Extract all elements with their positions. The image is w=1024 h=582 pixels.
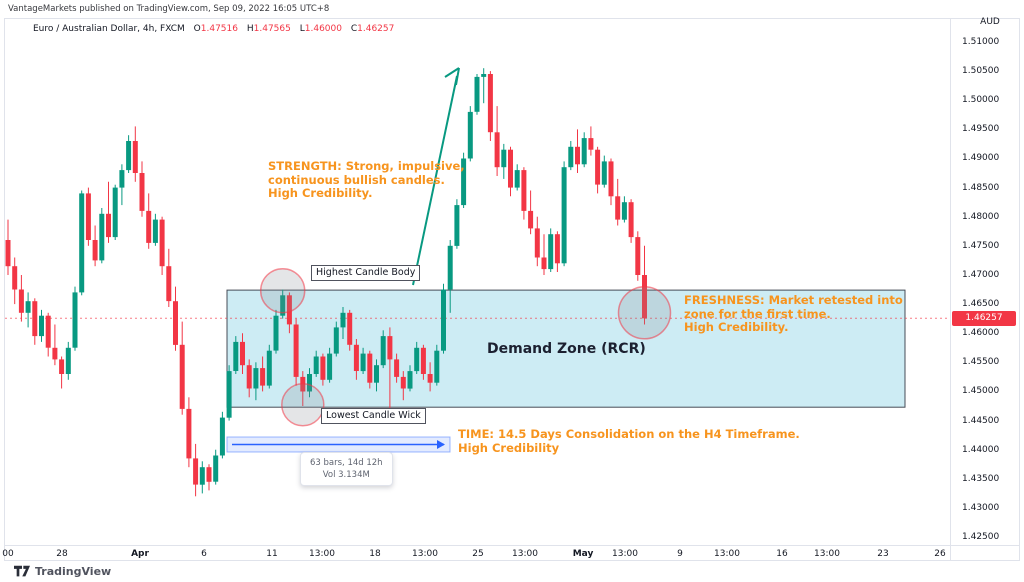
time-tick-label: 16 — [776, 549, 788, 559]
price-tick-label: 1.45000 — [962, 386, 1000, 396]
lowest-candle-wick-label[interactable]: Lowest Candle Wick — [321, 408, 426, 424]
price-tick-label: 1.44500 — [962, 416, 1000, 426]
tradingview-logo[interactable]: TradingView — [14, 565, 111, 578]
ohlc-open-label: O — [193, 24, 201, 34]
price-tick-label: 1.50000 — [962, 95, 1000, 105]
time-tick-label: Apr — [131, 549, 149, 559]
time-tick-label: 13:00 — [814, 549, 840, 559]
ohlc-close-label: C — [350, 24, 358, 34]
ohlc-low-value: 1.46000 — [304, 24, 342, 34]
publish-watermark: VantageMarkets published on TradingView.… — [8, 4, 330, 14]
price-tick-label: 1.44000 — [962, 445, 1000, 455]
time-tick-label: 6 — [201, 549, 207, 559]
currency-label: AUD — [980, 17, 1000, 27]
price-tick-label: 1.47000 — [962, 270, 1000, 280]
time-tick-label: 13:00 — [512, 549, 538, 559]
time-tick-label: 00 — [2, 549, 14, 559]
time-line-1: TIME: 14.5 Days Consolidation on the H4 … — [458, 427, 800, 441]
time-tick-label: 28 — [56, 549, 68, 559]
strength-line-1: STRENGTH: Strong, impulsive, — [268, 159, 465, 173]
time-tick-label: 13:00 — [612, 549, 638, 559]
ohlc-close-value: 1.46257 — [357, 24, 395, 34]
time-line-2: High Credibility — [458, 440, 560, 455]
last-price-badge: 1.46257 — [952, 311, 1016, 326]
freshness-line-2: zone for the first time. — [684, 306, 831, 321]
price-tick-label: 1.49500 — [962, 124, 1000, 134]
freshness-annotation: FRESHNESS: Market retested into zone for… — [684, 293, 903, 335]
ohlc-low-label: L — [299, 24, 305, 34]
time-tick-label: 23 — [877, 549, 889, 559]
price-tick-label: 1.46500 — [962, 299, 1000, 309]
measure-tooltip: 63 bars, 14d 12h Vol 3.134M — [300, 452, 393, 486]
time-tick-label: 9 — [677, 549, 683, 559]
ohlc-open-value: 1.47516 — [200, 24, 238, 34]
time-tick-label: 11 — [266, 549, 278, 559]
measure-bars-text: 63 bars, 14d 12h — [310, 458, 383, 468]
symbol-name[interactable]: Euro / Australian Dollar, 4h, FXCM — [33, 24, 185, 34]
price-tick-label: 1.43000 — [962, 503, 1000, 513]
time-axis-divider — [4, 545, 1020, 546]
tradingview-logo-icon — [14, 565, 30, 577]
strength-line-2: continuous bullish candles. — [268, 172, 445, 187]
time-annotation: TIME: 14.5 Days Consolidation on the H4 … — [458, 427, 800, 455]
freshness-line-1: FRESHNESS: Market retested into — [684, 293, 903, 307]
price-tick-label: 1.45500 — [962, 357, 1000, 367]
price-tick-label: 1.49000 — [962, 153, 1000, 163]
strength-annotation: STRENGTH: Strong, impulsive, continuous … — [268, 159, 465, 201]
ohlc-high-label: H — [246, 24, 254, 34]
measure-volume-text: Vol 3.134M — [322, 470, 370, 480]
symbol-legend[interactable]: Euro / Australian Dollar, 4h, FXCM O1.47… — [33, 24, 394, 34]
time-tick-label: 13:00 — [309, 549, 335, 559]
price-tick-label: 1.50500 — [962, 66, 1000, 76]
chart-frame — [4, 18, 1020, 561]
demand-zone-label[interactable]: Demand Zone (RCR) — [487, 341, 646, 357]
price-tick-label: 1.42500 — [962, 532, 1000, 542]
price-tick-label: 1.48000 — [962, 212, 1000, 222]
ohlc-high-value: 1.47565 — [253, 24, 291, 34]
time-tick-label: 13:00 — [412, 549, 438, 559]
highest-candle-body-label[interactable]: Highest Candle Body — [311, 265, 421, 281]
price-tick-label: 1.43500 — [962, 474, 1000, 484]
price-tick-label: 1.51000 — [962, 37, 1000, 47]
time-tick-label: 18 — [369, 549, 381, 559]
freshness-line-3: High Credibility. — [684, 320, 789, 334]
strength-line-3: High Credibility. — [268, 186, 373, 200]
time-tick-label: May — [572, 549, 594, 559]
time-tick-label: 25 — [472, 549, 484, 559]
price-tick-label: 1.48500 — [962, 183, 1000, 193]
tradingview-logo-text: TradingView — [35, 565, 112, 578]
time-tick-label: 13:00 — [714, 549, 740, 559]
price-axis-divider — [950, 18, 951, 561]
time-tick-label: 26 — [934, 549, 946, 559]
price-tick-label: 1.47500 — [962, 241, 1000, 251]
price-tick-label: 1.46000 — [962, 328, 1000, 338]
